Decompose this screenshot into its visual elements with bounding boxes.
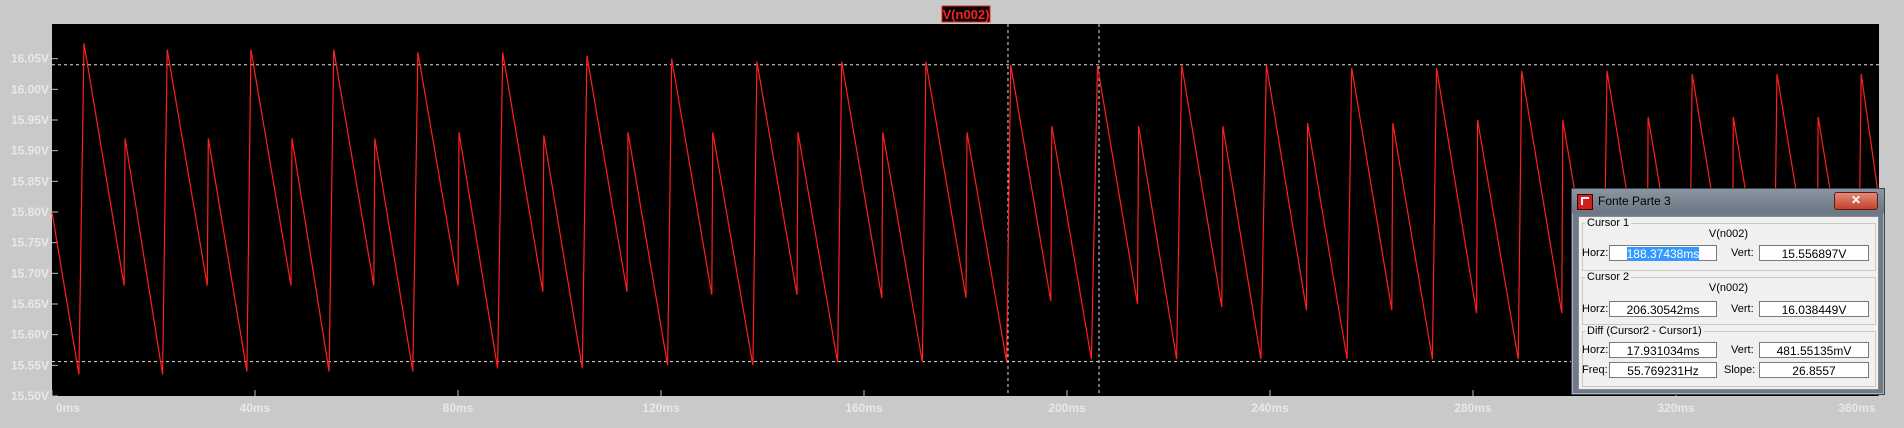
y-tick-label: 15.80V xyxy=(11,205,49,219)
x-tick-label: 360ms xyxy=(1838,401,1876,415)
y-tick-label: 15.50V xyxy=(11,389,49,403)
x-tick-label: 160ms xyxy=(845,401,883,415)
cursor1-vert-label: Vert: xyxy=(1731,247,1754,259)
diff-horz-field[interactable]: 17.931034ms xyxy=(1609,342,1717,358)
close-button[interactable]: ✕ xyxy=(1834,192,1878,210)
y-tick-label: 15.60V xyxy=(11,328,49,342)
diff-freq-field[interactable]: 55.769231Hz xyxy=(1609,362,1717,378)
diff-vert-label: Vert: xyxy=(1731,344,1754,356)
x-tick-label: 80ms xyxy=(443,401,474,415)
x-tick-label: 240ms xyxy=(1251,401,1289,415)
x-axis-ticks: 0ms 40ms 80ms 120ms 160ms 200ms 240ms 280ms 320m… xyxy=(51,390,1880,415)
cursor1-trace-name: V(n002) xyxy=(1708,228,1749,240)
app-icon xyxy=(1577,194,1593,210)
x-tick-label: 200ms xyxy=(1048,401,1086,415)
cursor-reference-lines xyxy=(52,24,1879,396)
y-tick-label: 15.70V xyxy=(11,266,49,280)
cursor1-label: Cursor 1 xyxy=(1585,217,1632,229)
y-tick-label: 15.90V xyxy=(11,144,49,158)
diff-freq-label: Freq: xyxy=(1582,364,1608,376)
dialog-body: Cursor 1 V(n002) Horz: 188.37438ms Vert:… xyxy=(1578,216,1879,390)
trace-title-label[interactable]: V(n002) xyxy=(943,7,990,22)
x-tick-label: 120ms xyxy=(642,401,680,415)
x-tick-label: 0ms xyxy=(56,401,80,415)
cursor1-group xyxy=(1582,223,1876,271)
diff-slope-field[interactable]: 26.8557 xyxy=(1759,362,1869,378)
cursor2-vert-field[interactable]: 16.038449V xyxy=(1759,301,1869,317)
diff-slope-label: Slope: xyxy=(1724,364,1756,376)
cursor1-vert-field[interactable]: 15.556897V xyxy=(1759,245,1869,261)
cursor2-horz-field[interactable]: 206.30542ms xyxy=(1609,301,1717,317)
dialog-titlebar[interactable]: Fonte Parte 3 ✕ xyxy=(1572,189,1884,213)
diff-horz-label: Horz: xyxy=(1582,344,1609,356)
cursor1-horz-field[interactable]: 188.37438ms xyxy=(1609,245,1717,261)
cursor2-horz-label: Horz: xyxy=(1582,303,1609,315)
diff-vert-field[interactable]: 481.55135mV xyxy=(1759,342,1869,358)
cursor-dialog[interactable]: Fonte Parte 3 ✕ Cursor 1 V(n002) Horz: 1… xyxy=(1571,188,1885,395)
cursor2-trace-name: V(n002) xyxy=(1708,282,1749,294)
cursor2-label: Cursor 2 xyxy=(1585,271,1632,283)
title-tag-box xyxy=(941,5,991,23)
x-tick-label: 40ms xyxy=(240,401,271,415)
diff-group xyxy=(1582,331,1876,387)
y-axis-ticks: 15.50V 15.55V 15.60V 15.65V 15.70V 15.75V 15.8… xyxy=(11,52,58,403)
x-tick-label: 320ms xyxy=(1657,401,1695,415)
y-tick-label: 16.05V xyxy=(11,52,49,66)
y-tick-label: 15.75V xyxy=(11,236,49,250)
y-tick-label: 15.85V xyxy=(11,174,49,188)
diff-label: Diff (Cursor2 - Cursor1) xyxy=(1585,325,1704,337)
cursor1-horz-label: Horz: xyxy=(1582,247,1609,259)
cursor2-vert-label: Vert: xyxy=(1731,303,1754,315)
y-tick-label: 15.65V xyxy=(11,297,49,311)
y-tick-label: 15.55V xyxy=(11,358,49,372)
y-tick-label: 15.95V xyxy=(11,113,49,127)
cursor1-horz-value: 188.37438ms xyxy=(1626,247,1700,261)
cursor2-group xyxy=(1582,277,1876,325)
y-tick-label: 16.00V xyxy=(11,82,49,96)
dialog-title: Fonte Parte 3 xyxy=(1598,194,1671,208)
x-tick-label: 280ms xyxy=(1454,401,1492,415)
